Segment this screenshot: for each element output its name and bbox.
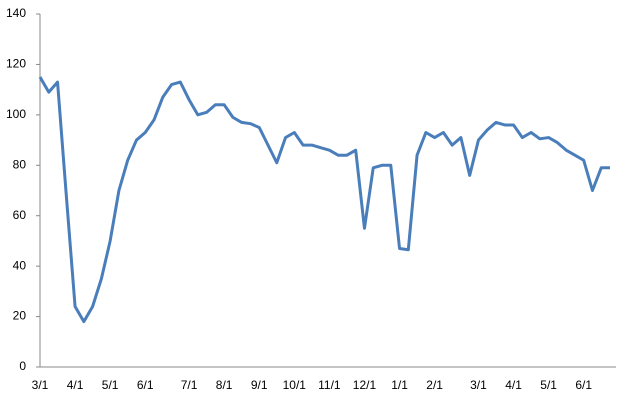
y-tick-label: 80 — [13, 157, 27, 171]
x-tick-label: 2/1 — [426, 378, 443, 392]
y-tick-label: 120 — [6, 57, 26, 71]
y-tick-label: 0 — [19, 359, 26, 373]
x-tick-label: 7/1 — [181, 378, 198, 392]
y-tick-label: 60 — [13, 208, 27, 222]
x-tick-label: 4/1 — [505, 378, 522, 392]
x-tick-label: 8/1 — [216, 378, 233, 392]
line-series — [38, 76, 610, 324]
x-tick-label: 5/1 — [540, 378, 557, 392]
x-tick-label: 12/1 — [353, 378, 377, 392]
x-tick-label: 9/1 — [251, 378, 268, 392]
y-tick-label: 140 — [6, 6, 26, 20]
x-tick-label: 5/1 — [102, 378, 119, 392]
x-tick-label: 3/1 — [470, 378, 487, 392]
x-tick-label: 11/1 — [318, 378, 341, 392]
y-tick-label: 100 — [6, 107, 26, 121]
y-tick-label: 40 — [13, 258, 27, 272]
x-tick-label: 1/1 — [391, 378, 408, 392]
x-tick-label: 3/1 — [32, 378, 49, 392]
x-tick-label: 10/1 — [283, 378, 307, 392]
x-tick-label: 6/1 — [575, 378, 592, 392]
x-tick-label: 4/1 — [67, 378, 84, 392]
y-tick-label: 20 — [13, 309, 27, 323]
x-tick-label: 6/1 — [137, 378, 154, 392]
